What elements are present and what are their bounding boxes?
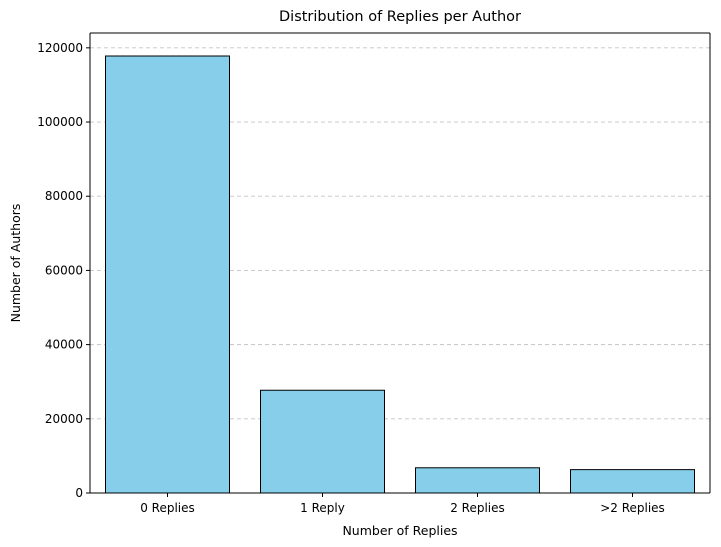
x-ticks: 0 Replies 1 Reply 2 Replies >2 Replies [140, 493, 665, 515]
x-tick-label: 1 Reply [300, 501, 345, 515]
y-tick-label: 120000 [37, 41, 83, 55]
y-tick-label: 100000 [37, 115, 83, 129]
y-tick-label: 60000 [45, 263, 83, 277]
axes [89, 32, 711, 494]
x-tick-label: 0 Replies [140, 501, 195, 515]
x-axis-label: Number of Replies [342, 523, 457, 538]
x-tick-label: 2 Replies [450, 501, 505, 515]
bar-0-replies [105, 55, 230, 494]
bar-1-reply [260, 389, 385, 494]
bar-2-replies [570, 469, 695, 494]
bars [105, 55, 695, 494]
y-ticks: 0 20000 40000 60000 80000 100000 120000 [37, 41, 90, 500]
y-tick-label: 80000 [45, 189, 83, 203]
y-tick-label: 0 [75, 486, 83, 500]
chart-title: Distribution of Replies per Author [279, 9, 521, 25]
y-tick-label: 40000 [45, 338, 83, 352]
y-tick-label: 20000 [45, 412, 83, 426]
x-tick-label: >2 Replies [600, 501, 665, 515]
y-axis-label: Number of Authors [8, 204, 23, 323]
bar-2-replies [415, 467, 540, 494]
